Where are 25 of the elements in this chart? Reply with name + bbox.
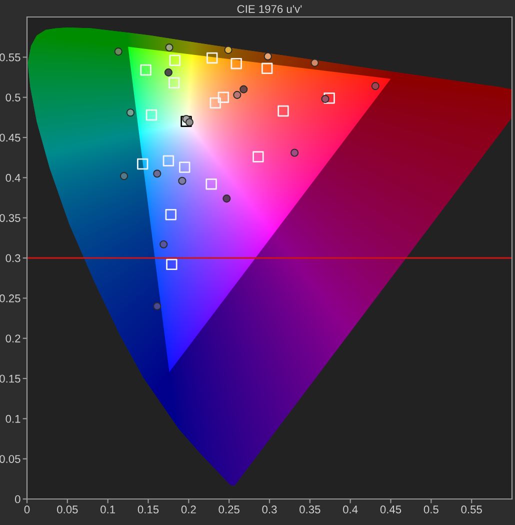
y-tick-label: 0.25	[0, 294, 20, 302]
x-tick-label: 0.1	[100, 506, 116, 514]
x-tick-label: 0.05	[57, 506, 78, 514]
x-tick-label: 0.3	[262, 506, 277, 514]
y-tick-label: 0.45	[0, 134, 20, 142]
x-tick-label: 0.4	[343, 506, 358, 514]
y-tick-label: 0.55	[0, 53, 20, 62]
x-tick-label: 0.55	[461, 506, 482, 514]
y-tick-label: 0.2	[6, 334, 20, 342]
x-tick-label: 0.45	[380, 506, 402, 514]
y-tick-label: 0.5	[6, 94, 20, 102]
y-tick-label: 0.4	[6, 174, 20, 182]
y-tick-label: 0.05	[0, 455, 20, 463]
x-tick-label: 0.2	[181, 506, 196, 514]
y-tick-label: 0.1	[6, 414, 20, 423]
x-tick-label: 0.5	[424, 506, 438, 514]
y-tick-label: 0.15	[0, 374, 20, 383]
chart-title: CIE 1976 u'v'	[237, 5, 302, 13]
y-tick-label: 0.3	[6, 254, 20, 262]
x-tick-label: 0.25	[218, 506, 240, 514]
y-tick-label: 0.35	[0, 214, 20, 222]
x-tick-label: 0.35	[300, 506, 320, 514]
x-tick-label: 0.15	[138, 506, 159, 514]
x-tick-label: 0	[24, 506, 30, 514]
y-tick-label: 0	[15, 495, 20, 504]
